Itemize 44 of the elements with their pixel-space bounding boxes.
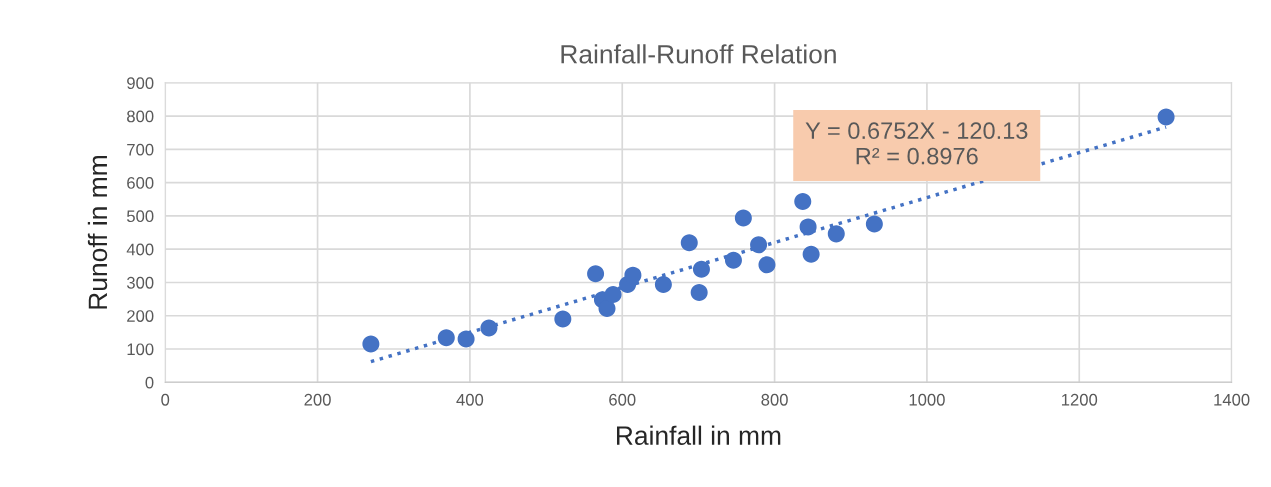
point [624, 266, 642, 284]
y-tick-label: 700 [127, 143, 154, 156]
point [750, 236, 768, 254]
x-tick-label: 1400 [1214, 393, 1250, 406]
y-tick-label: 100 [127, 343, 154, 356]
point [734, 209, 752, 227]
point [690, 283, 708, 301]
x-tick-label: 0 [161, 393, 170, 406]
point [799, 218, 817, 236]
point [802, 245, 820, 263]
point [758, 256, 776, 274]
y-tick-label: 0 [145, 376, 154, 389]
y-tick-label: 600 [127, 177, 154, 189]
annotation: Y = 0.6752X - 120.13 R² = 0.8976 [805, 122, 1028, 165]
point [604, 285, 622, 303]
point [692, 260, 710, 278]
x-tick-label: 1200 [1061, 393, 1098, 406]
point [865, 215, 883, 233]
point [654, 275, 672, 293]
x-tick-label: 1000 [909, 393, 945, 406]
y-axis-title: Runoff in mm [87, 156, 108, 309]
point [362, 335, 380, 353]
point [680, 234, 698, 252]
x-tick-label: 800 [761, 393, 788, 406]
point [1157, 108, 1175, 126]
y-tick-label: 400 [126, 243, 154, 256]
point [724, 251, 742, 269]
y-tick-label: 800 [127, 110, 154, 123]
x-axis-title: Rainfall in mm [617, 425, 781, 445]
point [457, 330, 475, 348]
y-tick-label: 200 [127, 310, 154, 322]
x-tick-label: 400 [456, 393, 484, 406]
chart-title: Rainfall-Runoff Relation [561, 44, 836, 64]
y-tick-label: 500 [126, 210, 154, 223]
point [480, 319, 498, 337]
x-tick-label: 200 [304, 393, 331, 406]
y-tick-label: 300 [126, 276, 154, 289]
point [827, 225, 845, 243]
y-tick-label: 900 [127, 77, 154, 89]
point [794, 193, 812, 211]
point [437, 329, 455, 347]
point [587, 265, 605, 283]
x-tick-label: 600 [609, 393, 636, 406]
point [554, 310, 572, 328]
